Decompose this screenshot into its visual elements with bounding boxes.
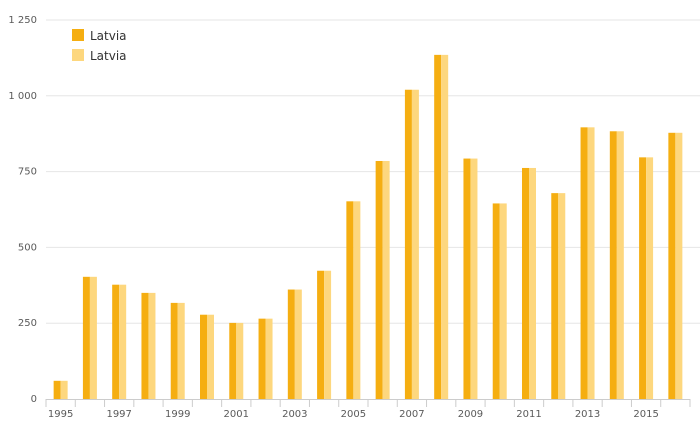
y-tick-label: 750 [18,167,37,178]
y-tick-label: 250 [18,318,37,329]
legend: Latvia Latvia [72,29,127,63]
legend-swatch [72,49,84,61]
bar-2014-series-2 [616,131,624,399]
bar-2013-series-2 [587,127,595,400]
bar-1996-series-1 [82,276,90,399]
bar-2003-series-2 [294,289,302,399]
x-tick-label: 1997 [106,409,131,420]
bar-1997-series-2 [119,284,127,399]
x-tick-label: 2011 [516,409,541,420]
legend-label: Latvia [90,49,127,63]
bar-2004-series-1 [317,270,325,399]
legend-label: Latvia [90,29,127,43]
x-tick-label: 1999 [165,409,190,420]
bar-2015-series-2 [646,157,654,399]
bar-2002-series-1 [258,318,266,399]
bar-2016-series-1 [668,132,676,399]
bar-2000-series-2 [207,314,214,399]
y-tick-label: 500 [18,242,37,253]
x-tick-label: 2009 [458,409,483,420]
bar-1996-series-2 [89,276,97,399]
x-tick-label: 1995 [48,409,73,420]
bar-2001-series-2 [236,322,244,399]
bar-1995-series-2 [60,380,68,399]
bar-2004-series-2 [324,270,332,399]
bar-2006-series-2 [382,160,390,399]
bar-1999-series-2 [177,302,185,399]
y-tick-label: 0 [31,394,37,405]
legend-swatch [72,29,84,41]
x-tick-label: 2007 [399,409,424,420]
y-tick-label: 1 000 [8,91,37,102]
bar-2008-series-2 [441,54,449,399]
bar-2010-series-2 [499,203,507,399]
bar-2012-series-1 [551,193,559,399]
bar-2000-series-1 [200,314,207,399]
bar-2010-series-1 [492,203,500,399]
bar-1997-series-1 [112,284,120,399]
bars [53,54,683,400]
bar-2007-series-1 [404,89,412,400]
y-tick-label: 1 250 [8,15,37,26]
bar-2003-series-1 [287,289,295,399]
bar-2015-series-1 [639,157,647,399]
x-tick-label: 2003 [282,409,307,420]
bar-2013-series-1 [580,127,588,400]
bar-1995-series-1 [53,380,61,399]
bar-2002-series-2 [265,318,273,399]
bar-2016-series-2 [675,132,683,399]
bar-2014-series-1 [609,131,617,399]
x-tick-label: 2005 [341,409,366,420]
bar-2011-series-1 [522,167,529,399]
bar-1999-series-1 [170,302,178,399]
x-tick-label: 2013 [575,409,600,420]
bar-2011-series-2 [529,167,536,399]
bar-1998-series-2 [148,292,156,399]
x-axis: 1995 1997 1999 2001 2003 2005 2007 2009 2011 2013… [45,399,691,420]
x-tick-label: 2001 [224,409,249,420]
bar-2007-series-2 [411,89,419,400]
bar-1998-series-1 [141,292,149,399]
x-tick-label: 2015 [633,409,658,420]
bar-2009-series-2 [470,158,478,399]
bar-2009-series-1 [463,158,471,399]
bar-2006-series-1 [375,160,383,399]
y-axis-ticks: 0 250 500 750 1 000 1 250 [8,15,37,405]
bar-2001-series-1 [229,322,237,399]
bar-2012-series-2 [558,193,566,399]
bar-2005-series-2 [353,201,361,399]
bar-2008-series-1 [434,54,442,399]
bar-2005-series-1 [346,201,354,399]
grid-lines [46,19,700,324]
